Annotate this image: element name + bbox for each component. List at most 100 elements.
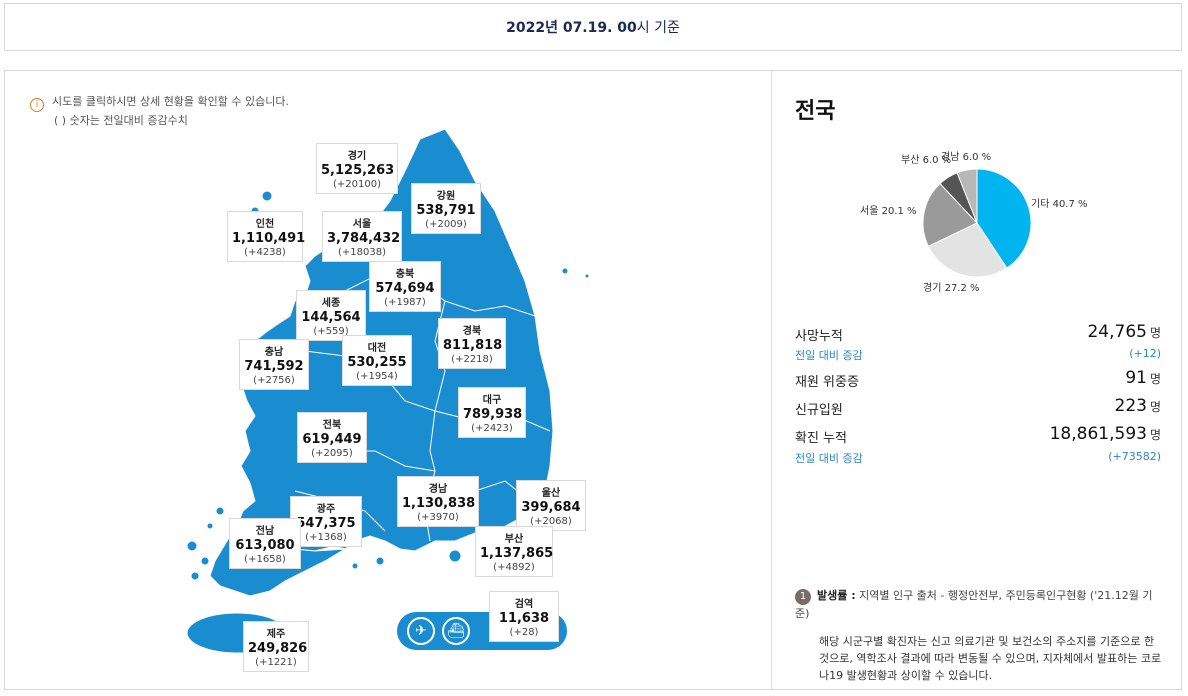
region-name: 대전	[367, 343, 387, 354]
region-name: 부산	[504, 534, 524, 545]
region-name: 세종	[321, 298, 341, 309]
incidence-note: 1 발생률 : 지역별 인구 출처 - 행정안전부, 주민등록인구현황 ('21.…	[795, 587, 1165, 684]
deaths-row: 사망누적 24,765 명	[795, 322, 1161, 344]
critical-label: 재원 위중증	[795, 375, 859, 390]
deaths-change-value: (+12)	[1129, 347, 1161, 360]
region-increase: (+4238)	[244, 247, 286, 258]
region-value: 619,449	[302, 432, 362, 447]
region-value: 538,791	[416, 203, 476, 218]
region-value: 5,125,263	[321, 163, 395, 178]
region-value: 1,110,491	[232, 231, 306, 246]
deaths-value: 24,765	[1087, 322, 1147, 342]
date-text: 2022년 07.19. 00	[506, 20, 637, 36]
admission-label: 신규입원	[795, 403, 843, 418]
region-increase: (+4892)	[493, 562, 535, 573]
region-name: 충북	[395, 269, 415, 280]
region-value: 11,638	[498, 611, 550, 626]
region-card-ulsan[interactable]: 울산 399,684 (+2068)	[516, 480, 586, 531]
region-increase: (+2756)	[253, 375, 295, 386]
region-name: 대구	[482, 395, 502, 406]
region-card-sejong[interactable]: 세종 144,564 (+559)	[296, 290, 366, 341]
region-card-quarantine[interactable]: 검역 11,638 (+28)	[489, 591, 559, 642]
region-name: 전북	[322, 420, 342, 431]
region-value: 3,784,432	[327, 231, 401, 246]
confirmed-change-value: (+73582)	[1108, 450, 1161, 463]
region-card-daejeon[interactable]: 대전 530,255 (+1954)	[342, 335, 412, 386]
region-name: 경북	[462, 326, 482, 337]
region-card-seoul[interactable]: 서울 3,784,432 (+18038)	[322, 211, 402, 262]
region-increase: (+2218)	[451, 354, 493, 365]
region-increase: (+3970)	[417, 512, 459, 523]
region-name: 경기	[347, 151, 367, 162]
region-card-chungnam[interactable]: 충남 741,592 (+2756)	[239, 339, 309, 390]
pie-label-busan: 부산 6.0 %	[901, 155, 952, 166]
pie-chart	[922, 168, 1032, 278]
region-card-chungbuk[interactable]: 충북 574,694 (+1987)	[369, 261, 441, 312]
deaths-unit: 명	[1149, 326, 1161, 340]
region-card-gyeonggi[interactable]: 경기 5,125,263 (+20100)	[316, 143, 398, 194]
admission-unit: 명	[1149, 400, 1161, 414]
confirmed-value: 18,861,593	[1049, 424, 1147, 444]
region-increase: (+1221)	[255, 657, 297, 668]
region-name: 전남	[255, 526, 275, 537]
info-line1: 시도를 클릭하시면 상세 현황을 확인할 수 있습니다.	[52, 95, 289, 108]
region-name: 서울	[352, 219, 372, 230]
region-value: 1,130,838	[402, 496, 476, 511]
region-card-busan[interactable]: 부산 1,137,865 (+4892)	[475, 526, 553, 577]
region-card-jeonbuk[interactable]: 전북 619,449 (+2095)	[297, 412, 367, 463]
region-card-jeju[interactable]: 제주 249,826 (+1221)	[243, 621, 309, 672]
region-increase: (+559)	[313, 326, 349, 337]
airplane-icon: ✈	[407, 617, 435, 645]
region-increase: (+28)	[509, 627, 539, 638]
region-increase: (+1987)	[384, 297, 426, 308]
panel-divider	[771, 71, 772, 689]
region-card-gangwon[interactable]: 강원 538,791 (+2009)	[411, 183, 481, 234]
region-card-incheon[interactable]: 인천 1,110,491 (+4238)	[227, 211, 306, 262]
region-increase: (+2009)	[425, 219, 467, 230]
region-name: 인천	[255, 219, 275, 230]
region-name: 검역	[514, 599, 534, 610]
pie-label-etc: 기타 40.7 %	[1031, 199, 1088, 210]
region-card-gwangju[interactable]: 광주 547,375 (+1368)	[290, 496, 362, 547]
pie-slice-4	[956, 168, 978, 224]
region-increase: (+2423)	[471, 423, 513, 434]
region-name: 충남	[264, 347, 284, 358]
date-suffix: 시 기준	[636, 20, 680, 36]
region-name: 경남	[428, 484, 448, 495]
region-increase: (+1658)	[244, 554, 286, 565]
ship-icon: ⛴	[442, 617, 470, 645]
deaths-change-row: 전일 대비 증감 (+12)	[795, 347, 1161, 363]
region-value: 547,375	[296, 516, 356, 531]
region-increase: (+1954)	[356, 371, 398, 382]
confirmed-change-row: 전일 대비 증감 (+73582)	[795, 450, 1161, 466]
note-body: 해당 시군구별 확진자는 신고 의료기관 및 보건소의 주소지를 기준으로 한 …	[819, 635, 1162, 682]
note-title: 발생률 :	[817, 589, 856, 602]
date-bar: 2022년 07.19. 00 시 기준	[4, 3, 1182, 51]
info-notice: i 시도를 클릭하시면 상세 현황을 확인할 수 있습니다. ( ) 숫자는 전일…	[30, 93, 289, 130]
region-card-jeonnam[interactable]: 전남 613,080 (+1658)	[229, 518, 301, 569]
confirmed-row: 확진 누적 18,861,593 명	[795, 424, 1161, 446]
note-source: 지역별 인구 출처 - 행정안전부, 주민등록인구현황 ('21.12월 기준)	[795, 589, 1153, 620]
confirmed-unit: 명	[1149, 428, 1161, 442]
critical-value: 91	[1125, 368, 1147, 388]
deaths-label: 사망누적	[795, 329, 843, 344]
region-value: 144,564	[301, 310, 361, 325]
confirmed-change-label: 전일 대비 증감	[795, 452, 863, 465]
region-value: 399,684	[521, 500, 581, 515]
region-value: 789,938	[463, 407, 523, 422]
region-card-daegu[interactable]: 대구 789,938 (+2423)	[458, 387, 526, 438]
region-value: 741,592	[244, 359, 304, 374]
region-increase: (+18038)	[338, 247, 386, 258]
info-line2: ( ) 숫자는 전일대비 증감수치	[54, 114, 188, 127]
note-number: 1	[795, 589, 811, 605]
pie-label-gyeongnam: 경남 6.0 %	[941, 152, 992, 163]
region-value: 811,818	[443, 338, 503, 353]
pie-label-gyeonggi: 경기 27.2 %	[923, 283, 980, 294]
region-name: 강원	[436, 191, 456, 202]
pie-slice-1	[927, 222, 1008, 278]
region-card-gyeongnam[interactable]: 경남 1,130,838 (+3970)	[397, 476, 479, 527]
region-card-gyeongbuk[interactable]: 경북 811,818 (+2218)	[438, 318, 506, 369]
region-name: 울산	[541, 488, 561, 499]
region-increase: (+2095)	[311, 448, 353, 459]
critical-unit: 명	[1149, 372, 1161, 386]
